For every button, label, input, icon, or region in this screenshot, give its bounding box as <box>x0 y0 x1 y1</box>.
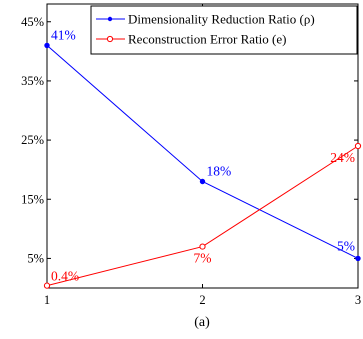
data-label: 41% <box>51 27 76 42</box>
legend-marker-0 <box>107 16 113 22</box>
y-tick-label: 45% <box>21 15 44 29</box>
series-0-point <box>44 42 50 49</box>
legend: Dimensionality Reduction Ratio (ρ) Recons… <box>90 5 358 55</box>
data-labels: 41% 18% 5% 0.4% 7% 24% <box>51 27 355 283</box>
y-tick-label: 5% <box>27 251 44 265</box>
series-1-point <box>43 282 51 289</box>
data-label: 18% <box>207 164 232 179</box>
series-layer <box>43 42 362 289</box>
x-tick-label: 2 <box>199 293 205 307</box>
legend-label: Reconstruction Error Ratio (e) <box>128 32 286 47</box>
y-axis: 5% 15% 25% 35% 45% <box>21 15 358 265</box>
y-tick-label: 25% <box>21 133 44 147</box>
figure-caption: (a) <box>194 315 210 330</box>
y-tick-label: 15% <box>21 192 44 206</box>
series-0-point <box>199 178 206 185</box>
data-label: 24% <box>330 150 355 165</box>
legend-marker-1 <box>106 35 114 43</box>
x-tick-label: 3 <box>355 293 361 307</box>
legend-label: Dimensionality Reduction Ratio (ρ) <box>128 12 315 27</box>
legend-box <box>90 5 358 55</box>
series-1-point <box>199 243 206 250</box>
y-tick-label: 35% <box>21 74 44 88</box>
x-tick-label: 1 <box>44 293 50 307</box>
series-0-point <box>355 255 361 262</box>
data-label: 0.4% <box>51 269 79 284</box>
series-1-point <box>354 142 362 150</box>
data-label: 5% <box>337 238 355 253</box>
data-label: 7% <box>194 251 212 266</box>
